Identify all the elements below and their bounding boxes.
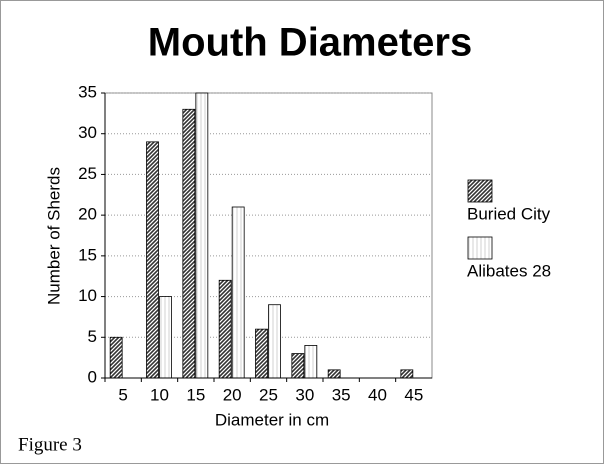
bar [304,345,318,379]
bar [218,279,232,379]
x-tick-label: 5 [118,385,127,404]
bar [400,369,414,379]
legend-swatch [467,179,493,203]
x-tick-label: 35 [332,385,351,404]
y-tick-label: 25 [78,164,97,183]
bar [146,141,159,379]
bar [268,304,281,379]
y-tick-label: 15 [78,245,97,264]
bar [231,206,245,379]
legend-label: Alibates 28 [467,261,551,280]
x-tick-label: 15 [186,385,205,404]
legend-swatch [467,236,493,260]
x-axis-label: Diameter in cm [215,410,329,429]
x-tick-label: 20 [223,385,242,404]
x-tick-label: 40 [368,385,387,404]
bar [159,296,172,379]
y-tick-label: 0 [88,367,97,386]
y-axis-label: Number of Sherds [44,167,63,305]
legend-label: Buried City [467,204,551,223]
y-tick-label: 5 [88,327,97,346]
x-tick-label: 30 [295,385,314,404]
bar [327,369,341,379]
caption: Figure 3 [18,434,82,455]
bar [182,108,196,379]
y-tick-label: 10 [78,286,97,305]
y-tick-label: 35 [78,82,97,101]
y-tick-label: 30 [78,123,97,142]
bar [109,336,123,379]
x-tick-label: 25 [259,385,278,404]
bar [195,92,209,379]
chart-title: Mouth Diameters [148,21,473,65]
bar [255,328,268,379]
y-tick-label: 20 [78,205,97,224]
x-tick-label: 45 [404,385,423,404]
bar [291,353,305,379]
x-tick-label: 10 [150,385,169,404]
